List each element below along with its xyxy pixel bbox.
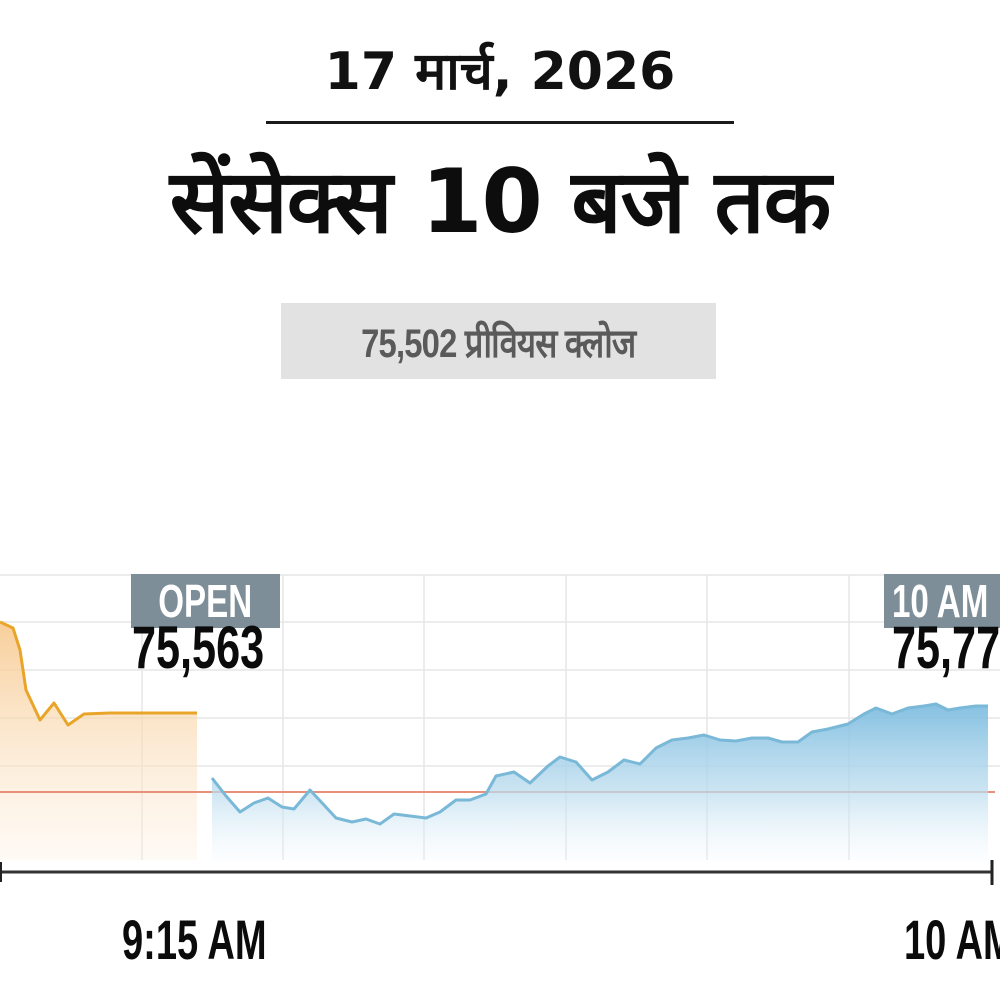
ten-am-value: 75,77 xyxy=(892,618,1000,678)
x-label-end-text: 10 AM xyxy=(904,908,1000,971)
chart-title: सेंसेक्स 10 बजे तक xyxy=(169,150,832,253)
ten-am-badge: 10 AM xyxy=(884,574,1000,628)
ten-am-value-text: 75,77 xyxy=(892,614,1000,681)
open-value-text: 75,563 xyxy=(132,614,265,681)
previous-close-box: 75,502 प्रीवियस क्लोज xyxy=(281,303,716,379)
open-badge: OPEN xyxy=(131,574,280,628)
x-label-start: 9:15 AM xyxy=(122,912,335,968)
previous-close-label: 75,502 प्रीवियस क्लोज xyxy=(361,321,636,366)
chart-date: 17 मार्च, 2026 xyxy=(324,42,676,102)
x-label-start-text: 9:15 AM xyxy=(122,908,267,971)
session-series xyxy=(210,702,988,860)
x-axis xyxy=(0,860,994,885)
pre-open-series xyxy=(0,620,197,860)
x-label-end: 10 AM xyxy=(904,912,1000,968)
ten-am-badge-label: 10 AM xyxy=(892,575,989,627)
open-value: 75,563 xyxy=(132,618,316,678)
sensex-area-chart xyxy=(0,574,1000,885)
date-divider xyxy=(266,121,734,124)
open-badge-label: OPEN xyxy=(158,575,253,627)
